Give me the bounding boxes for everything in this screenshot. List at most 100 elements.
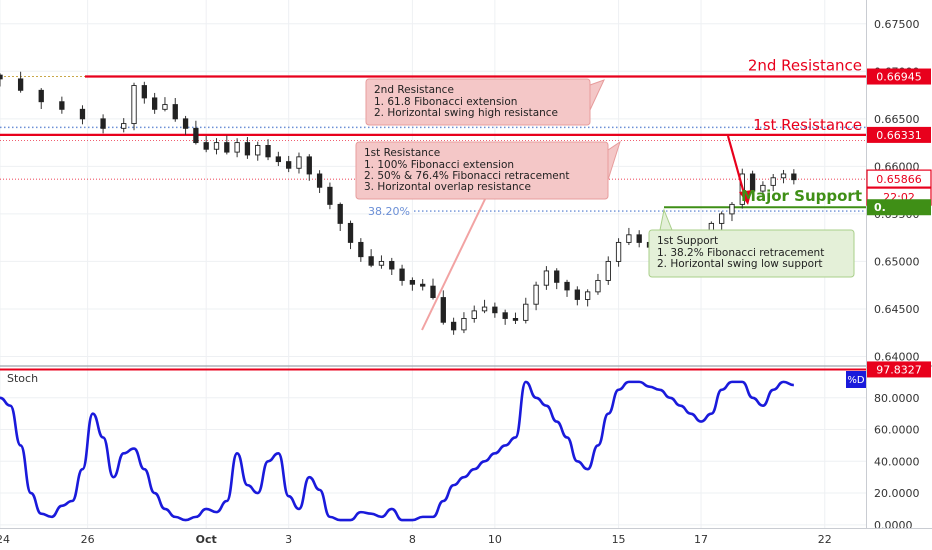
candle-body (760, 184, 766, 192)
candle-body (79, 108, 86, 120)
candle-body (316, 173, 323, 188)
candle-body (327, 186, 333, 205)
price-labels: 2nd Resistance 1st Resistance Major Suppor… (0, 57, 932, 388)
candle-body (492, 306, 498, 314)
candle-body (615, 241, 622, 262)
x-tick-label: 26 (81, 533, 95, 546)
stoch-series-badge-bg (846, 371, 866, 388)
stoch-tick-label: 80.0000 (874, 392, 920, 405)
candle-body (420, 283, 426, 287)
candle-body (151, 97, 158, 110)
candle-body (564, 281, 570, 291)
price-tick-label: 0.66500 (874, 113, 920, 126)
price-tag-major-support-bg (867, 199, 931, 216)
candle-body (265, 144, 271, 158)
note-1st-support-line: 2. Horizontal swing low support (657, 258, 823, 270)
stoch-tick-label: 20.0000 (874, 487, 920, 500)
candle-body (471, 310, 477, 319)
stochastic-series (0, 380, 794, 522)
candle-body (409, 279, 416, 285)
candle-body (749, 173, 756, 192)
candle-body (17, 78, 24, 91)
candle-body (430, 285, 436, 299)
candle-body (533, 284, 539, 305)
candle-body (574, 289, 580, 300)
price-tag-current: 0.65866 (876, 173, 922, 186)
candle-body (729, 203, 735, 215)
note-2nd-resistance-line: 1. 61.8 Fibonacci extension (374, 96, 517, 108)
candle-body (389, 260, 395, 270)
candle-body (368, 256, 374, 266)
candle-body (719, 213, 725, 224)
note-1st-resistance-line: 1. 100% Fibonacci extension (364, 159, 514, 171)
note-1st-resistance-line: 2. 50% & 76.4% Fibonacci retracement (364, 170, 570, 182)
x-tick-label: 24 (0, 533, 10, 546)
candle-body (584, 291, 591, 300)
candle-body (523, 303, 529, 321)
stoch-value-tag: 97.8327 (876, 363, 922, 376)
candle-body (172, 104, 178, 120)
candle-body (461, 318, 467, 331)
price-tag-2nd-resistance-bg (867, 68, 931, 85)
candle-body (141, 85, 147, 99)
candle-body (275, 156, 282, 163)
label-2nd-resistance: 2nd Resistance (748, 57, 862, 75)
note-2nd-resistance-tail (589, 79, 605, 111)
candle-body (213, 142, 220, 150)
candle-body (59, 101, 65, 110)
note-1st-support-tail (659, 208, 673, 231)
note-2nd-resistance-line: 2. Horizontal swing high resistance (374, 107, 558, 119)
candle-body (337, 203, 343, 224)
stoch-tick-label: 40.0000 (874, 455, 920, 468)
fibonacci-layer: 38.20% (368, 205, 866, 218)
candle-body (378, 260, 385, 266)
candle-body (203, 142, 209, 150)
price-tick-label: 0.67500 (874, 18, 920, 31)
candle-body (481, 306, 488, 312)
price-tag-major-support: 0. (874, 201, 886, 214)
candle-body (162, 104, 168, 110)
projection-arrowhead (739, 190, 752, 205)
oscillator-title: Stoch (7, 372, 38, 385)
candle-body (595, 279, 601, 293)
candle-body (193, 127, 199, 144)
candle-body (554, 270, 560, 283)
candle-body (121, 123, 127, 129)
price-tick-label: 0.64000 (874, 350, 920, 363)
candle-body (224, 142, 230, 153)
candle-body (626, 234, 632, 243)
price-tag-2nd-resistance: 0.66945 (876, 71, 922, 84)
fib-38-label: 38.20% (368, 205, 410, 218)
candle-body (234, 142, 240, 153)
x-tick-label: 15 (612, 533, 626, 546)
candle-body (0, 74, 3, 80)
label-major-support: Major Support (741, 187, 862, 205)
candle-body (255, 144, 261, 156)
x-tick-label: 10 (488, 533, 502, 546)
candle-body (100, 118, 106, 129)
candle-body (347, 222, 354, 243)
stoch-tick-label: 0.0000 (874, 519, 913, 532)
stoch-d-line (0, 380, 794, 522)
note-1st-support-line: 1. 38.2% Fibonacci retracement (657, 247, 824, 259)
x-tick-label: 8 (409, 533, 416, 546)
x-tick-label: 3 (285, 533, 292, 546)
price-tag-current-bg (866, 169, 932, 188)
price-tag-1st-resistance-bg (867, 126, 931, 143)
stoch-tick-label: 60.0000 (874, 424, 920, 437)
candlestick-series (0, 71, 797, 335)
candle-body (131, 85, 137, 125)
x-tick-label: 22 (818, 533, 832, 546)
candle-body (182, 118, 189, 129)
stoch-series-badge: %D (847, 375, 865, 386)
price-tick-label: 0.65000 (874, 255, 920, 268)
note-1st-resistance-line: 3. Horizontal overlap resistance (364, 181, 531, 193)
candle-body (512, 318, 519, 321)
x-tick-label: Oct (196, 533, 217, 546)
candle-body (780, 173, 787, 179)
candle-body (399, 268, 405, 281)
x-tick-label: 17 (694, 533, 708, 546)
note-2nd-resistance-title: 2nd Resistance (374, 84, 454, 96)
